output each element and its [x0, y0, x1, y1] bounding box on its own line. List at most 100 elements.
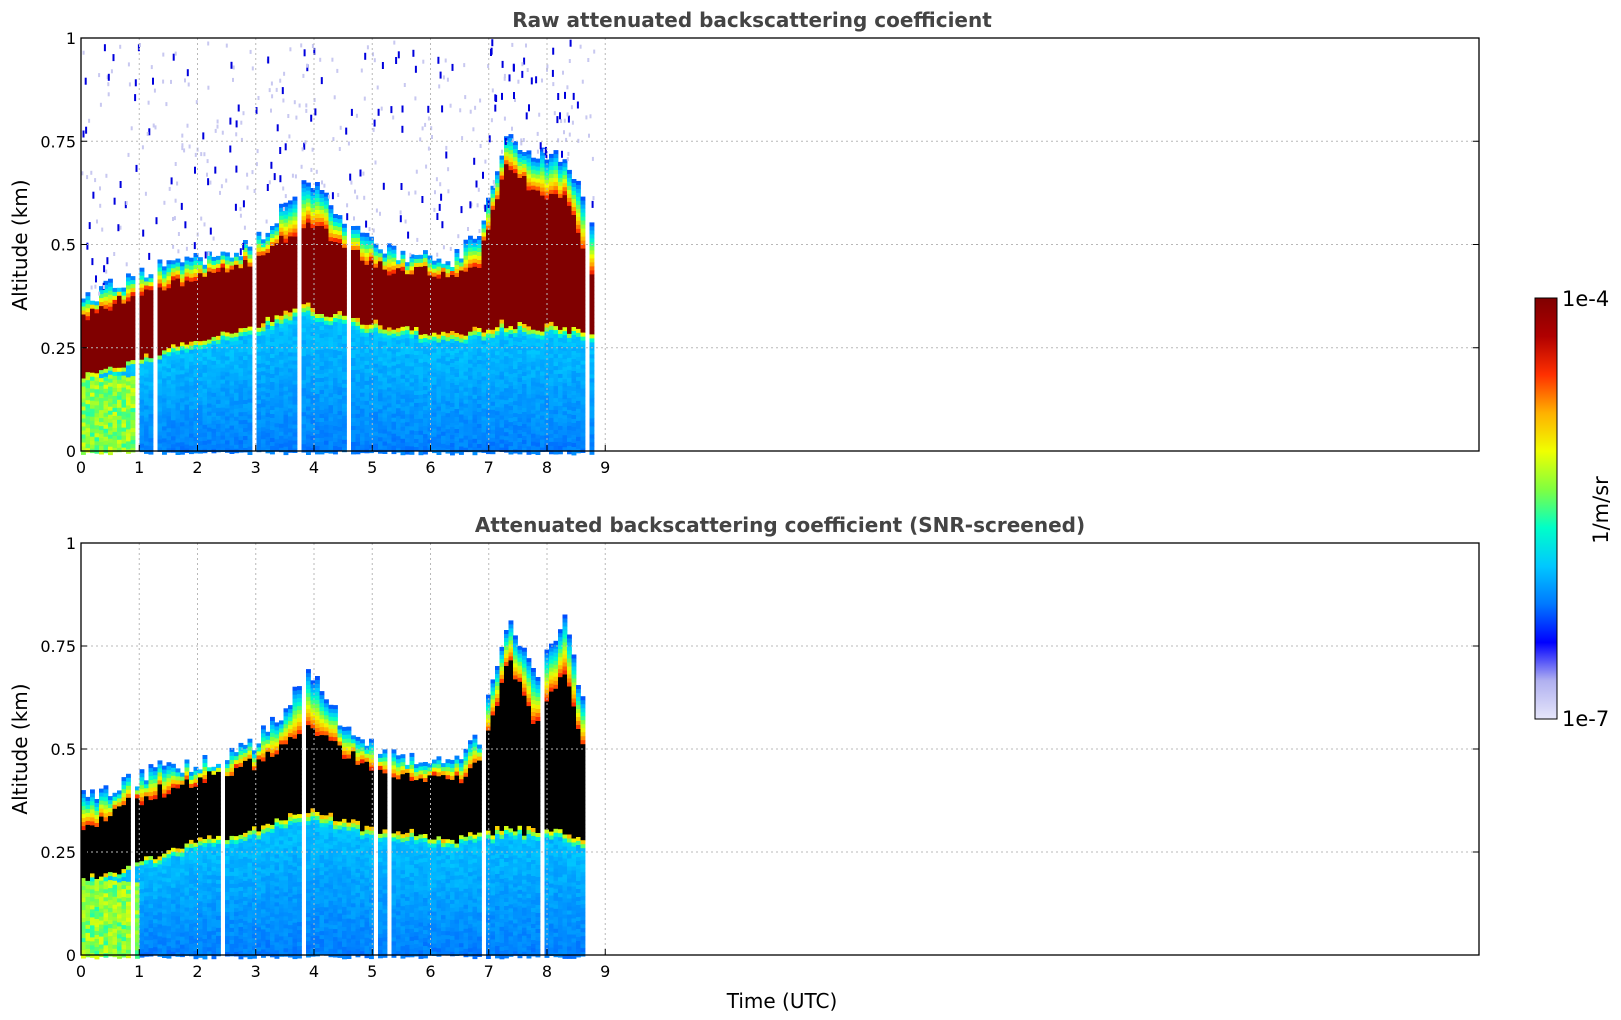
- heatmap-cell: [427, 263, 433, 268]
- heatmap-cell: [315, 322, 320, 327]
- heatmap-cell: [328, 433, 334, 438]
- heatmap-cell: [319, 286, 325, 291]
- heatmap-cell: [400, 374, 406, 380]
- heatmap-cell: [144, 369, 149, 374]
- heatmap-cell: [175, 278, 181, 283]
- heatmap-cell: [387, 291, 392, 296]
- heatmap-cell: [112, 339, 118, 345]
- heatmap-cell: [229, 261, 235, 266]
- heatmap-cell: [418, 382, 424, 388]
- heatmap-cell: [112, 383, 118, 389]
- heatmap-cell: [315, 434, 320, 439]
- heatmap-cell: [225, 292, 230, 297]
- heatmap-cell: [256, 359, 262, 365]
- heatmap-cell: [319, 278, 325, 283]
- heatmap-cell: [99, 390, 104, 395]
- heatmap-cell: [342, 439, 347, 445]
- heatmap-cell: [504, 196, 509, 201]
- heatmap-cell: [481, 412, 487, 417]
- heatmap-cell: [225, 324, 230, 329]
- heatmap-cell: [459, 390, 464, 395]
- heatmap-cell: [364, 416, 370, 422]
- heatmap-cell: [261, 263, 266, 268]
- heatmap-cell: [117, 439, 122, 445]
- heatmap-cell: [85, 384, 91, 389]
- heatmap-cell: [468, 375, 473, 381]
- heatmap-cell: [405, 262, 410, 267]
- heatmap-cell: [450, 439, 455, 444]
- heatmap-cell: [355, 413, 361, 419]
- heatmap-cell: [306, 446, 311, 451]
- heatmap-cell: [490, 249, 496, 255]
- heatmap-cell: [198, 401, 203, 406]
- heatmap-cell: [220, 395, 226, 400]
- heatmap-cell: [513, 393, 518, 398]
- heatmap-cell: [184, 256, 190, 261]
- heatmap-cell: [139, 303, 145, 309]
- heatmap-cell: [364, 304, 370, 310]
- heatmap-cell: [400, 450, 406, 456]
- heatmap-cell: [513, 193, 518, 198]
- heatmap-cell: [423, 274, 428, 279]
- heatmap-cell: [301, 332, 307, 337]
- heatmap-cell: [283, 370, 289, 376]
- heatmap-cell: [261, 347, 266, 352]
- heatmap-cell: [243, 392, 248, 397]
- heatmap-cell: [360, 232, 365, 238]
- heatmap-cell: [400, 410, 406, 416]
- heatmap-cell: [423, 262, 428, 267]
- heatmap-cell: [234, 344, 239, 350]
- heatmap-cell: [310, 404, 316, 409]
- heatmap-cell: [180, 390, 185, 395]
- heatmap-cell: [99, 418, 104, 423]
- heatmap-cell: [369, 312, 374, 318]
- heatmap-cell: [94, 325, 100, 330]
- heatmap-cell: [418, 330, 424, 336]
- heatmap-cell: [378, 349, 383, 354]
- heatmap-cell: [409, 394, 415, 399]
- heatmap-cell: [400, 442, 406, 448]
- heatmap-cell: [247, 334, 253, 339]
- heatmap-cell: [355, 421, 361, 427]
- heatmap-cell: [517, 294, 523, 299]
- heatmap-cell: [234, 356, 239, 362]
- heatmap-cell: [148, 366, 154, 371]
- heatmap-cell: [396, 304, 401, 309]
- heatmap-cell: [342, 415, 347, 421]
- heatmap-cell: [126, 421, 131, 426]
- heatmap-cell: [499, 375, 505, 380]
- heatmap-cell: [306, 270, 311, 275]
- heatmap-cell: [387, 311, 392, 316]
- heatmap-cell: [495, 431, 500, 436]
- heatmap-cell: [499, 287, 505, 292]
- heatmap-cell: [319, 318, 325, 323]
- heatmap-cell: [301, 244, 307, 249]
- heatmap-cell: [283, 238, 289, 244]
- heatmap-cell: [310, 240, 316, 245]
- heatmap-cell: [220, 339, 226, 344]
- heatmap-cell: [517, 398, 523, 403]
- heatmap-cell: [409, 382, 415, 387]
- heatmap-cell: [504, 264, 509, 269]
- heatmap-cell: [117, 443, 122, 449]
- heatmap-cell: [283, 394, 289, 400]
- heatmap-cell: [472, 450, 478, 456]
- heatmap-cell: [112, 375, 118, 381]
- heatmap-cell: [279, 375, 284, 381]
- heatmap-cell: [274, 347, 280, 352]
- heatmap-cell: [171, 264, 176, 269]
- heatmap-cell: [198, 261, 203, 266]
- heatmap-cell: [328, 401, 334, 406]
- heatmap-cell: [499, 379, 505, 384]
- heatmap-cell: [319, 414, 325, 419]
- heatmap-cell: [351, 258, 356, 263]
- heatmap-cell: [139, 447, 145, 453]
- heatmap-cell: [81, 430, 86, 435]
- heatmap-cell: [391, 265, 397, 271]
- heatmap-cell: [360, 428, 365, 434]
- heatmap-cell: [337, 447, 343, 452]
- heatmap-cell: [310, 440, 316, 445]
- heatmap-cell: [495, 207, 500, 212]
- heatmap-cell: [441, 411, 446, 417]
- heatmap-cell: [216, 443, 221, 449]
